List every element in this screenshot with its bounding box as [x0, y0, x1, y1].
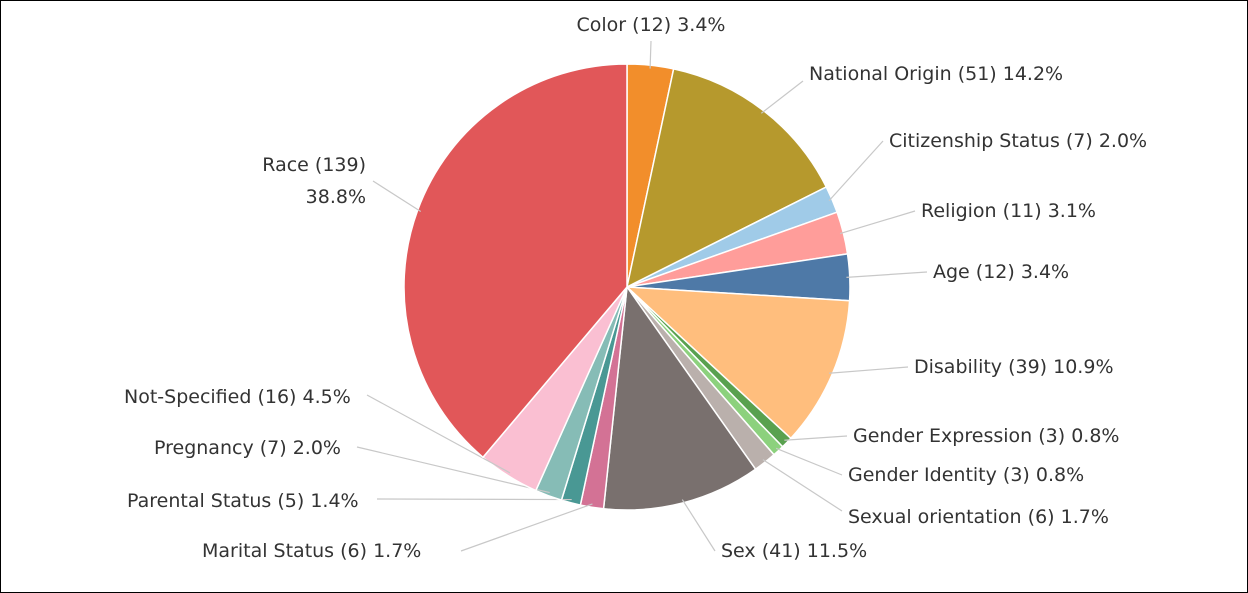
category-label: Color [576, 14, 627, 36]
category-label: Marital Status [202, 540, 335, 562]
category-label: Gender Expression [853, 425, 1033, 447]
value-label: (11) 3.1% [1002, 200, 1096, 222]
value-label: (139) 38.8% [305, 154, 366, 208]
slice-label: Marital Status (6) 1.7% [202, 536, 421, 566]
slice-label: Race (139) 38.8% [246, 149, 366, 213]
leader-line [366, 394, 511, 474]
category-label: Disability [914, 356, 1003, 378]
category-label: Sexual orientation [848, 506, 1022, 528]
slice-label: Gender Expression (3) 0.8% [853, 421, 1119, 451]
slice-label: Sexual orientation (6) 1.7% [848, 502, 1109, 532]
pie-slice [624, 286, 851, 440]
leader-line [376, 498, 572, 501]
slice-label: National Origin (51) 14.2% [809, 59, 1063, 89]
leader-line [681, 499, 716, 552]
slice-label: Sex (41) 11.5% [721, 536, 867, 566]
slice-label: Gender Identity (3) 0.8% [848, 460, 1084, 490]
leader-line [760, 80, 804, 114]
value-label: (7) 2.0% [1065, 130, 1148, 152]
slice-label: Parental Status (5) 1.4% [127, 486, 359, 516]
slice-label: Not-Specified (16) 4.5% [124, 382, 351, 412]
slice-label: Religion (11) 3.1% [921, 196, 1096, 226]
leader-line [846, 271, 928, 278]
leader-line [356, 446, 550, 494]
value-label: (12) 3.4% [632, 14, 726, 36]
category-label: Gender Identity [848, 464, 997, 486]
category-label: Religion [921, 200, 997, 222]
value-label: (5) 1.4% [277, 490, 359, 512]
slice-label: Color (12) 3.4% [577, 10, 726, 40]
category-label: Citizenship Status [889, 130, 1060, 152]
value-label: (3) 0.8% [1002, 464, 1085, 486]
value-label: (51) 14.2% [957, 63, 1064, 85]
leader-line [828, 140, 884, 202]
leader-line [839, 210, 916, 235]
slice-label: Disability (39) 10.9% [914, 352, 1114, 382]
slice-label: Age (12) 3.4% [933, 257, 1069, 287]
leader-line [460, 503, 593, 552]
value-label: (41) 11.5% [761, 540, 868, 562]
leader-line [828, 366, 909, 374]
leader-line [649, 40, 652, 69]
category-label: Not-Specified [124, 386, 252, 408]
category-label: Age [933, 261, 970, 283]
leader-line [762, 459, 843, 512]
value-label: (7) 2.0% [259, 437, 341, 459]
slice-label: Pregnancy (7) 2.0% [154, 433, 341, 463]
slice-label: Citizenship Status (7) 2.0% [889, 126, 1147, 156]
value-label: (16) 4.5% [257, 386, 351, 408]
pie-slice [625, 68, 828, 289]
value-label: (39) 10.9% [1008, 356, 1114, 378]
category-label: National Origin [809, 63, 952, 85]
value-label: (12) 3.4% [975, 261, 1070, 283]
category-label: Sex [721, 540, 756, 562]
leader-line [775, 447, 843, 476]
leader-line [372, 180, 422, 212]
value-label: (3) 0.8% [1038, 425, 1120, 447]
leader-line [784, 435, 848, 441]
category-label: Pregnancy [154, 437, 254, 459]
value-label: (6) 1.7% [340, 540, 422, 562]
category-label: Race [262, 154, 309, 176]
pie-slice [602, 284, 757, 511]
category-label: Parental Status [127, 490, 272, 512]
pie-slice [403, 63, 628, 459]
value-label: (6) 1.7% [1027, 506, 1109, 528]
